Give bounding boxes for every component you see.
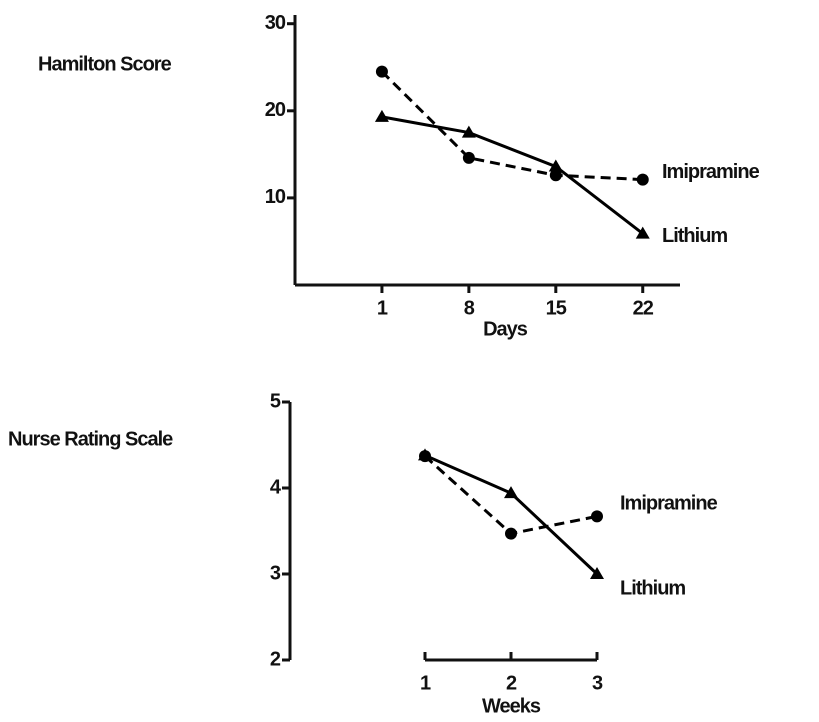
x-tick-label: 22 [633, 297, 654, 319]
series-line [381, 115, 644, 235]
marker [549, 169, 562, 182]
series-label: Imipramine [620, 493, 718, 515]
x-tick-label: 2 [506, 672, 517, 694]
marker [591, 510, 603, 523]
x-tick-label: 8 [464, 297, 475, 319]
y-tick-label: 30 [265, 12, 286, 34]
marker [461, 125, 476, 138]
series-line [380, 70, 643, 182]
x-tick-label: 15 [546, 297, 567, 319]
series-label: Lithium [662, 225, 727, 247]
y-tick-label: 3 [270, 562, 281, 584]
y-tick-label: 10 [265, 186, 286, 208]
marker [375, 65, 388, 78]
marker [504, 486, 518, 499]
series-line [424, 453, 599, 576]
series-label: Imipramine [662, 161, 760, 183]
marker [418, 448, 432, 461]
series-label: Lithium [620, 577, 685, 599]
marker [590, 567, 604, 579]
marker [462, 151, 475, 164]
y-tick-label: 5 [270, 390, 281, 412]
y-tick-label: 2 [270, 648, 281, 670]
y-axis-label: Hamilton Score [38, 53, 172, 75]
y-tick-label: 20 [265, 99, 286, 121]
y-axis-label: Nurse Rating Scale [8, 428, 173, 450]
marker [636, 173, 649, 186]
x-tick-label: 3 [592, 672, 603, 694]
y-tick-label: 4 [270, 476, 282, 498]
marker [374, 109, 389, 122]
x-tick-label: 1 [420, 672, 431, 694]
marker [505, 527, 517, 540]
x-axis-label: Days [483, 318, 528, 340]
x-tick-label: 1 [377, 297, 388, 319]
x-axis-label: Weeks [482, 695, 541, 717]
marker [548, 159, 563, 172]
marker [635, 226, 650, 239]
